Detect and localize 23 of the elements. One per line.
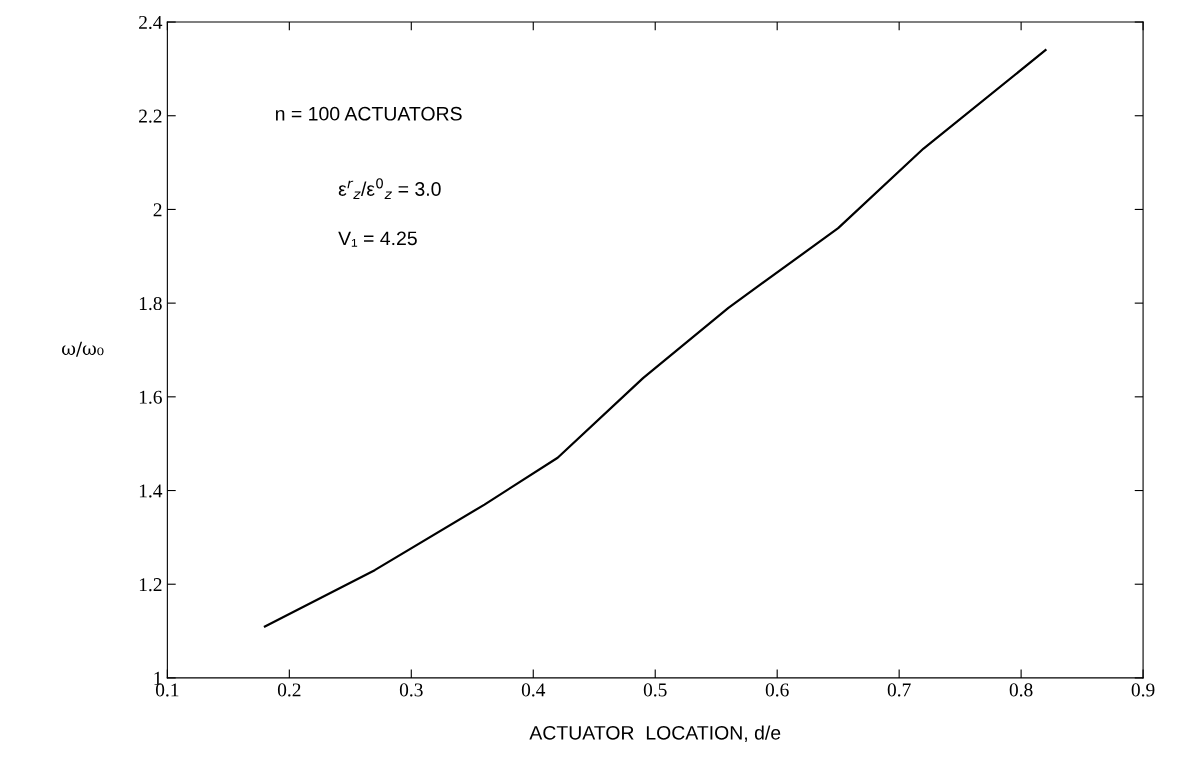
x-tick-label: 0.2 <box>277 683 301 697</box>
y-tick-label: 1.2 <box>139 578 162 592</box>
y-tick-label: 1.8 <box>139 296 162 311</box>
annotation: ε$^{r}$$_{z}$/ε$^{0}$$_{z}$ = 3.0 <box>338 178 441 199</box>
y-tick-label: 2.4 <box>139 15 163 30</box>
x-tick-label: 0.4 <box>521 683 546 697</box>
y-tick-label: 1.6 <box>139 390 162 404</box>
x-axis-title: ACTUATOR LOCATION, d/e <box>529 725 781 742</box>
y-tick-label: 2.2 <box>139 109 162 123</box>
x-tick-label: 0.6 <box>765 683 789 697</box>
x-tick-label: 0.8 <box>1009 683 1033 697</box>
x-tick-label: 0.3 <box>399 683 423 697</box>
y-tick-label: 1 <box>154 671 162 685</box>
y-axis-title: ω/ω₀ <box>62 341 104 357</box>
x-tick-label: 0.7 <box>887 683 911 697</box>
y-tick-label: 1.4 <box>139 484 163 498</box>
x-tick-label: 0.5 <box>643 683 667 697</box>
y-tick-label: 2 <box>153 203 162 217</box>
annotation: n = 100 ACTUATORS <box>275 106 462 121</box>
annotation: V₁ = 4.25 <box>338 231 417 247</box>
x-tick-label: 0.1 <box>155 683 179 697</box>
x-tick-label: 0.9 <box>1131 683 1155 697</box>
line-series <box>263 49 1047 628</box>
